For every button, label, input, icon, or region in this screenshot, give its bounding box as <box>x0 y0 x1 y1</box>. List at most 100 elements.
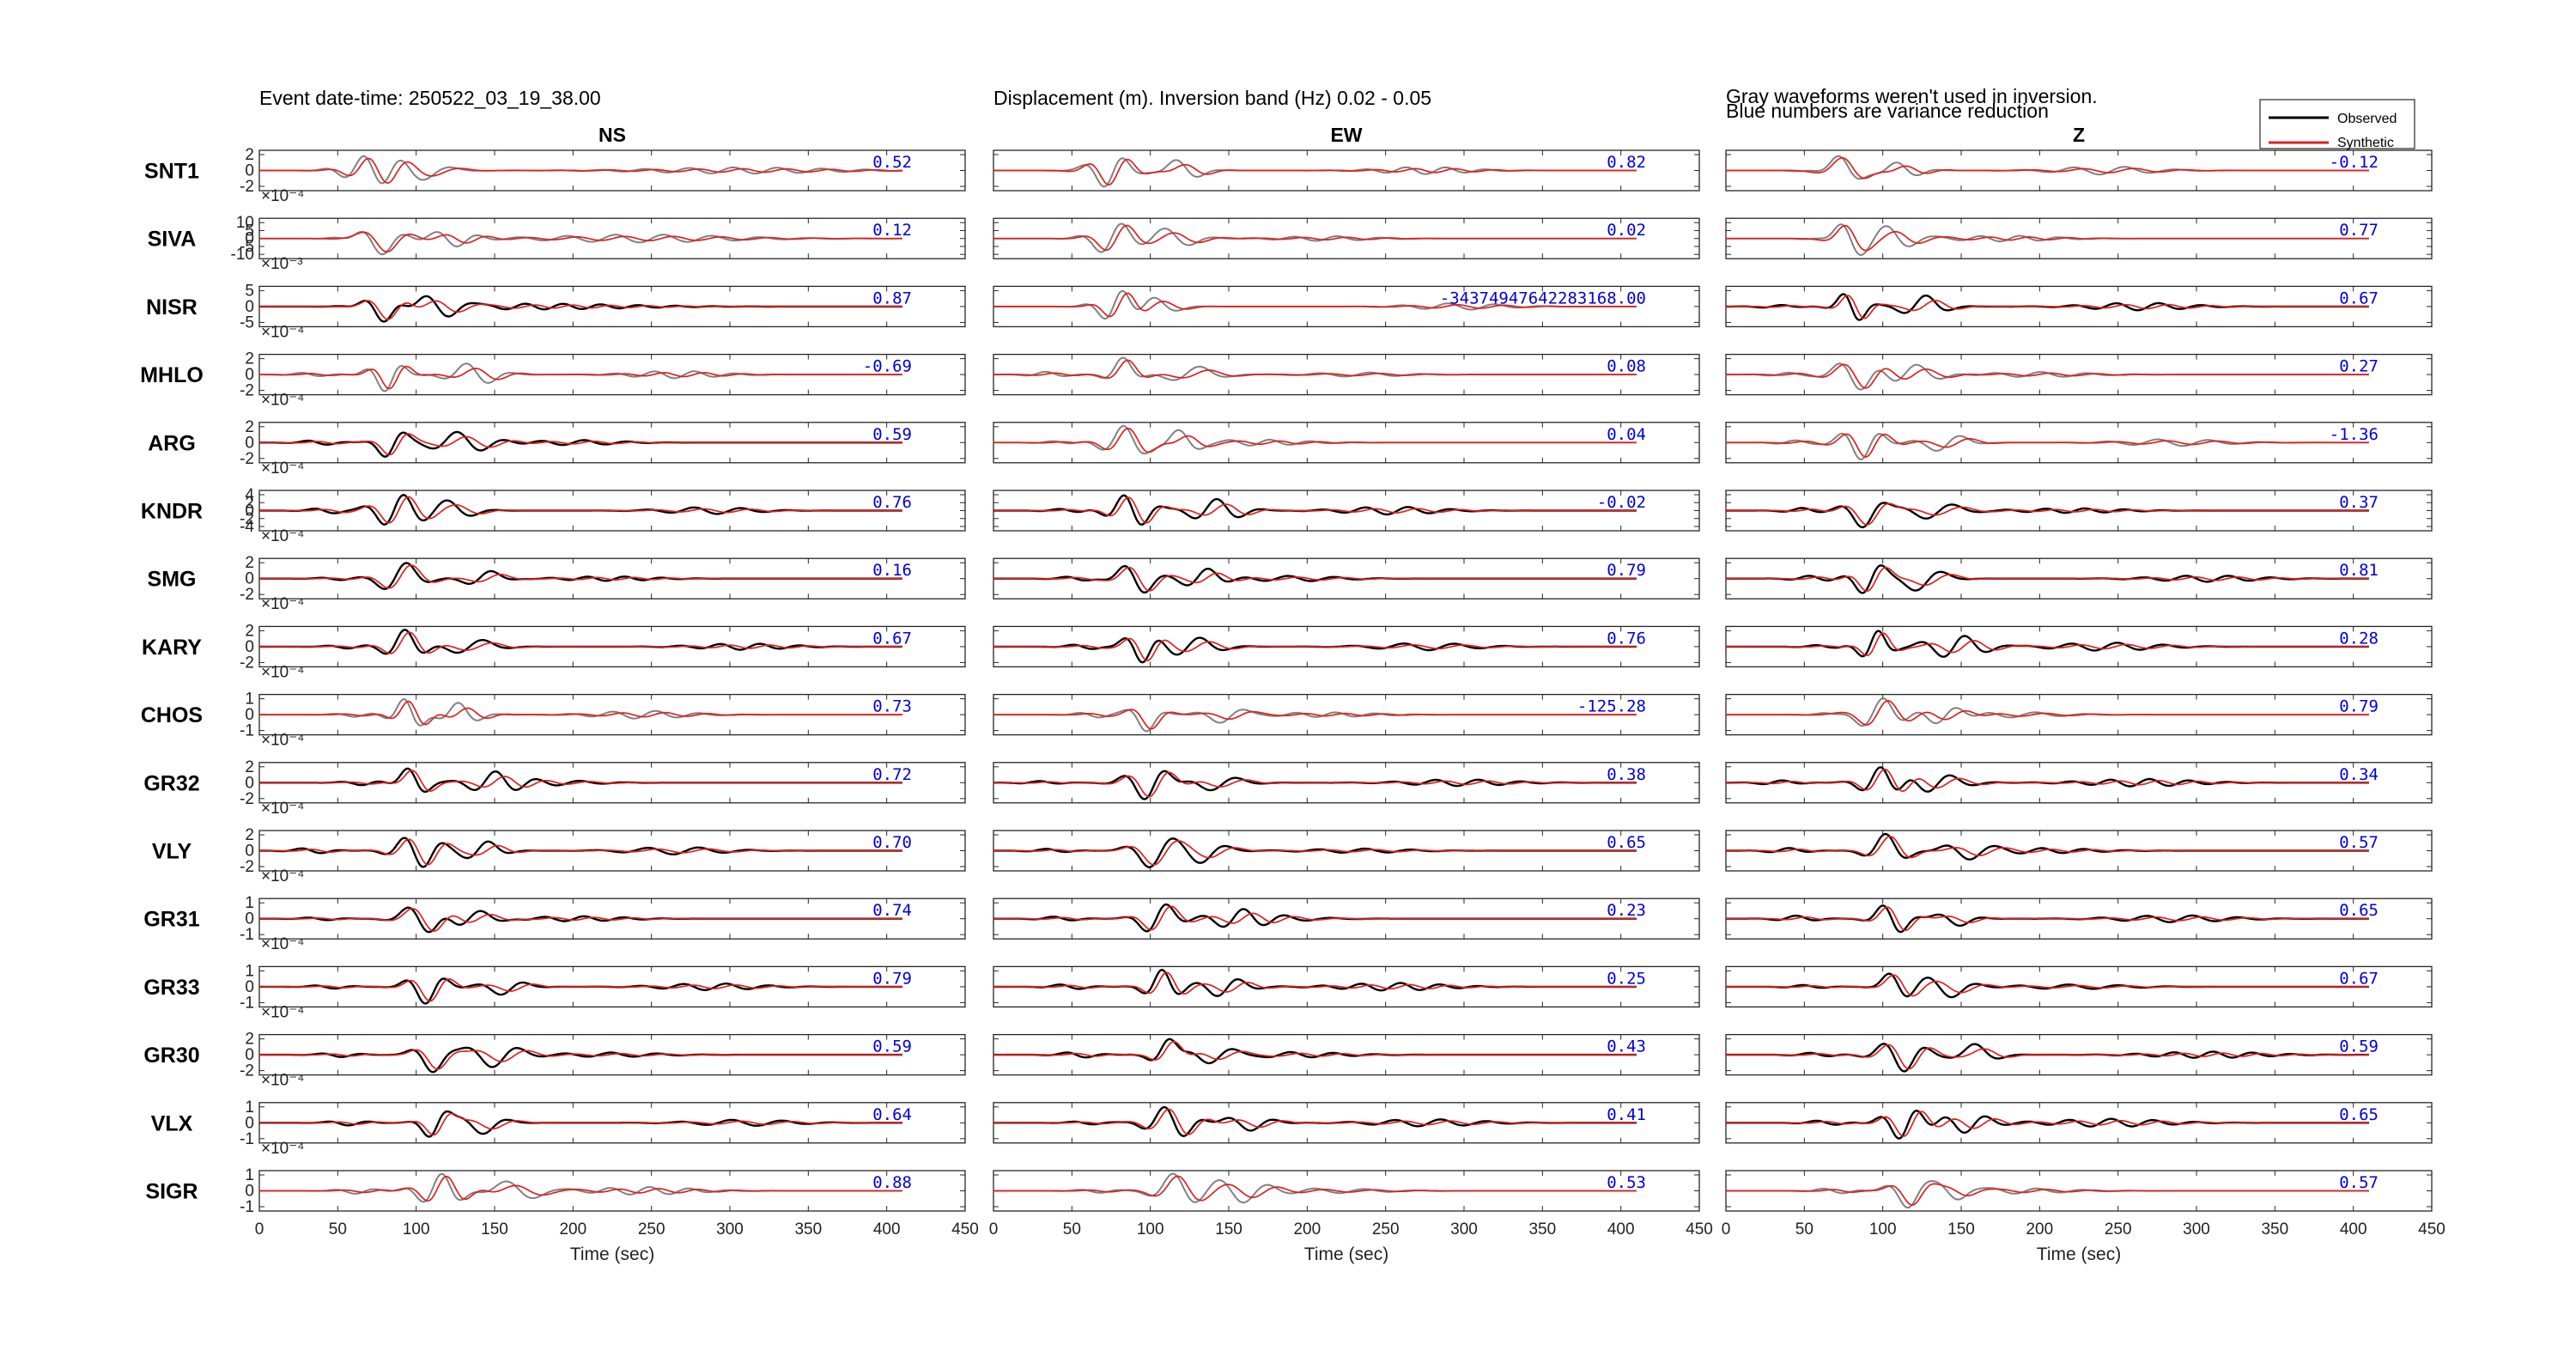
y-exponent-label: ×10⁻⁴ <box>261 392 304 410</box>
y-tick-label: 0 <box>245 1046 254 1064</box>
y-tick-label: 2 <box>245 554 254 572</box>
variance-reduction-gr32-ew: 0.38 <box>1607 765 1646 784</box>
note-variance-reduction: Blue numbers are variance reduction <box>1726 100 2049 122</box>
y-exponent-label: ×10⁻⁴ <box>261 935 304 953</box>
y-exponent-label: ×10⁻⁴ <box>261 187 304 205</box>
panel-sigr-ew: 0.53 <box>993 1170 1700 1212</box>
variance-reduction-gr30-ew: 0.43 <box>1607 1038 1646 1056</box>
synthetic-waveform-chos-z <box>1726 700 2369 726</box>
panel-kndr-z: 0.37 <box>1725 490 2433 532</box>
y-tick-label: 0 <box>245 502 254 520</box>
synthetic-waveform-kary-ew <box>993 637 1637 662</box>
variance-reduction-sigr-z: 0.57 <box>2339 1173 2379 1192</box>
y-tick-label: -2 <box>240 178 254 196</box>
panel-gr30-ew: 0.43 <box>993 1033 1700 1076</box>
variance-reduction-nisr-z: 0.67 <box>2339 289 2379 307</box>
synthetic-waveform-sigr-z <box>1726 1183 2369 1206</box>
synthetic-waveform-gr30-ns <box>259 1049 902 1070</box>
x-tick-label: 200 <box>559 1220 586 1238</box>
x-tick-label: 0 <box>1722 1220 1731 1238</box>
panel-chos-ns: 10-1 ×10⁻⁴ 0.73 <box>240 691 966 750</box>
panel-kndr-ns: 420-2-4 ×10⁻⁴ 0.76 <box>240 486 966 545</box>
y-tick-label: -2 <box>240 654 254 672</box>
station-label-kary: KARY <box>142 636 202 660</box>
panel-mhlo-ns: 20-2 ×10⁻⁴ -0.69 <box>240 350 966 410</box>
synthetic-waveform-gr33-ew <box>993 971 1637 995</box>
y-tick-label: 1 <box>245 1166 254 1184</box>
y-tick-label: 2 <box>245 418 254 436</box>
station-label-gr33: GR33 <box>143 976 199 1000</box>
y-tick-label: -1 <box>240 1198 254 1216</box>
station-label-vly: VLY <box>152 840 192 864</box>
synthetic-waveform-kndr-ns <box>259 496 902 524</box>
x-tick-label: 200 <box>1293 1220 1321 1238</box>
station-label-sigr: SIGR <box>145 1180 197 1204</box>
variance-reduction-mhlo-ns: -0.69 <box>863 357 912 376</box>
variance-reduction-smg-z: 0.81 <box>2339 561 2379 580</box>
station-label-smg: SMG <box>148 568 197 592</box>
x-tick-label: 350 <box>794 1220 822 1238</box>
panel-gr31-ew: 0.23 <box>993 898 1700 940</box>
station-label-nisr: NISR <box>146 295 197 319</box>
x-tick-label: 250 <box>638 1220 665 1238</box>
variance-reduction-snt1-ns: 0.52 <box>872 153 912 172</box>
y-tick-label: -4 <box>240 518 254 536</box>
panel-sigr-ns: 10-1 0.88 <box>240 1166 966 1216</box>
panel-smg-z: 0.81 <box>1725 557 2433 599</box>
x-axis-ns: 0 50 100 150 200 250 300 350 400 450 Time (sec) <box>255 1220 979 1264</box>
synthetic-waveform-arg-ns <box>259 433 902 456</box>
y-tick-label: 0 <box>245 978 254 996</box>
synthetic-waveform-gr30-ew <box>993 1040 1637 1061</box>
x-tick-label: 150 <box>1947 1220 1975 1238</box>
panel-mhlo-z: 0.27 <box>1725 353 2433 396</box>
x-tick-label: 250 <box>2105 1220 2132 1238</box>
synthetic-waveform-smg-z <box>1726 566 2369 593</box>
panel-vly-z: 0.57 <box>1725 830 2433 872</box>
panel-kary-z: 0.28 <box>1725 625 2433 668</box>
panel-smg-ns: 20-2 ×10⁻⁴ 0.16 <box>240 554 966 613</box>
station-label-vlx: VLX <box>151 1111 193 1135</box>
y-tick-label: 0 <box>245 230 254 248</box>
panel-gr32-ns: 20-2 ×10⁻⁴ 0.72 <box>240 758 966 818</box>
variance-reduction-gr31-z: 0.65 <box>2339 901 2379 920</box>
panel-kndr-ew: -0.02 <box>993 490 1700 532</box>
station-label-siva: SIVA <box>148 228 197 252</box>
station-label-kndr: KNDR <box>141 500 203 524</box>
variance-reduction-kndr-ns: 0.76 <box>872 493 912 512</box>
x-axis-label: Time (sec) <box>570 1245 654 1264</box>
synthetic-waveform-gr31-z <box>1726 906 2369 932</box>
column-title-z: Z <box>2073 124 2085 146</box>
y-tick-label: 0 <box>245 570 254 588</box>
y-tick-label: 2 <box>245 146 254 164</box>
variance-reduction-siva-ew: 0.02 <box>1607 221 1646 240</box>
synthetic-waveform-kndr-z <box>1726 502 2369 526</box>
synthetic-waveform-kary-z <box>1726 632 2369 657</box>
variance-reduction-vlx-z: 0.65 <box>2339 1105 2379 1124</box>
y-tick-label: 0 <box>245 1114 254 1132</box>
panel-gr30-ns: 20-2 ×10⁻⁴ 0.59 <box>240 1031 966 1090</box>
y-exponent-label: ×10⁻⁴ <box>261 800 304 818</box>
panel-vlx-ns: 10-1 ×10⁻⁴ 0.64 <box>240 1098 966 1158</box>
y-tick-label: 2 <box>245 494 254 512</box>
panel-kary-ew: 0.76 <box>993 625 1700 668</box>
y-tick-label: 2 <box>245 758 254 776</box>
x-tick-label: 50 <box>1063 1220 1081 1238</box>
variance-reduction-nisr-ns: 0.87 <box>872 289 912 307</box>
panel-mhlo-ew: 0.08 <box>993 353 1700 396</box>
x-tick-label: 300 <box>2183 1220 2210 1238</box>
synthetic-waveform-gr31-ns <box>259 908 902 932</box>
synthetic-waveform-vly-z <box>1726 836 2369 859</box>
inversion-band: Displacement (m). Inversion band (Hz) 0.… <box>993 87 1431 109</box>
y-tick-label: 5 <box>245 222 254 240</box>
y-tick-label: 1 <box>245 691 254 709</box>
panel-arg-ns: 20-2 ×10⁻⁴ 0.59 <box>240 418 966 478</box>
station-label-snt1: SNT1 <box>144 160 199 184</box>
panel-siva-z: 0.77 <box>1725 217 2433 259</box>
panel-sigr-z: 0.57 <box>1725 1170 2433 1212</box>
variance-reduction-sigr-ns: 0.88 <box>872 1173 912 1192</box>
synthetic-waveform-snt1-ns <box>259 157 902 184</box>
y-tick-label: 1 <box>245 1098 254 1117</box>
variance-reduction-kary-z: 0.28 <box>2339 629 2379 648</box>
y-exponent-label: ×10⁻⁴ <box>261 1072 304 1090</box>
